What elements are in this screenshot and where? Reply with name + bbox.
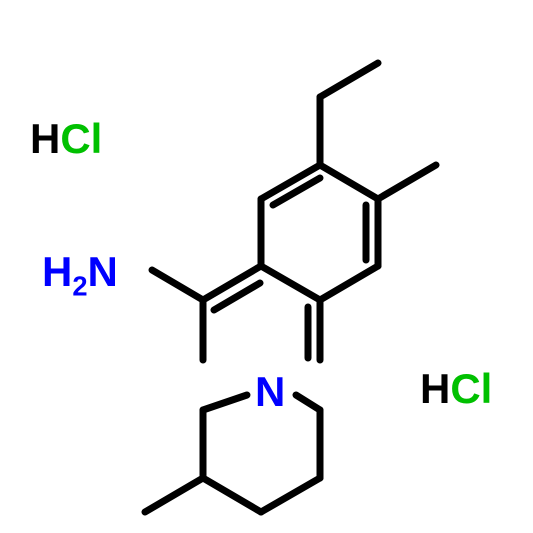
- bond: [145, 478, 203, 512]
- ring-nitrogen-label: N: [255, 368, 285, 416]
- bond: [320, 63, 378, 97]
- bond: [378, 165, 436, 199]
- bond: [261, 266, 320, 300]
- hcl-top-label: HCl: [30, 115, 102, 163]
- bond: [261, 478, 320, 512]
- bond: [203, 266, 261, 300]
- bond: [203, 478, 261, 512]
- bond: [152, 270, 203, 300]
- bond: [320, 165, 378, 199]
- bond: [203, 395, 247, 410]
- hcl-right-label: HCl: [420, 365, 492, 413]
- bond: [320, 266, 378, 300]
- bond: [296, 395, 320, 410]
- amine-label: H2N: [42, 248, 118, 302]
